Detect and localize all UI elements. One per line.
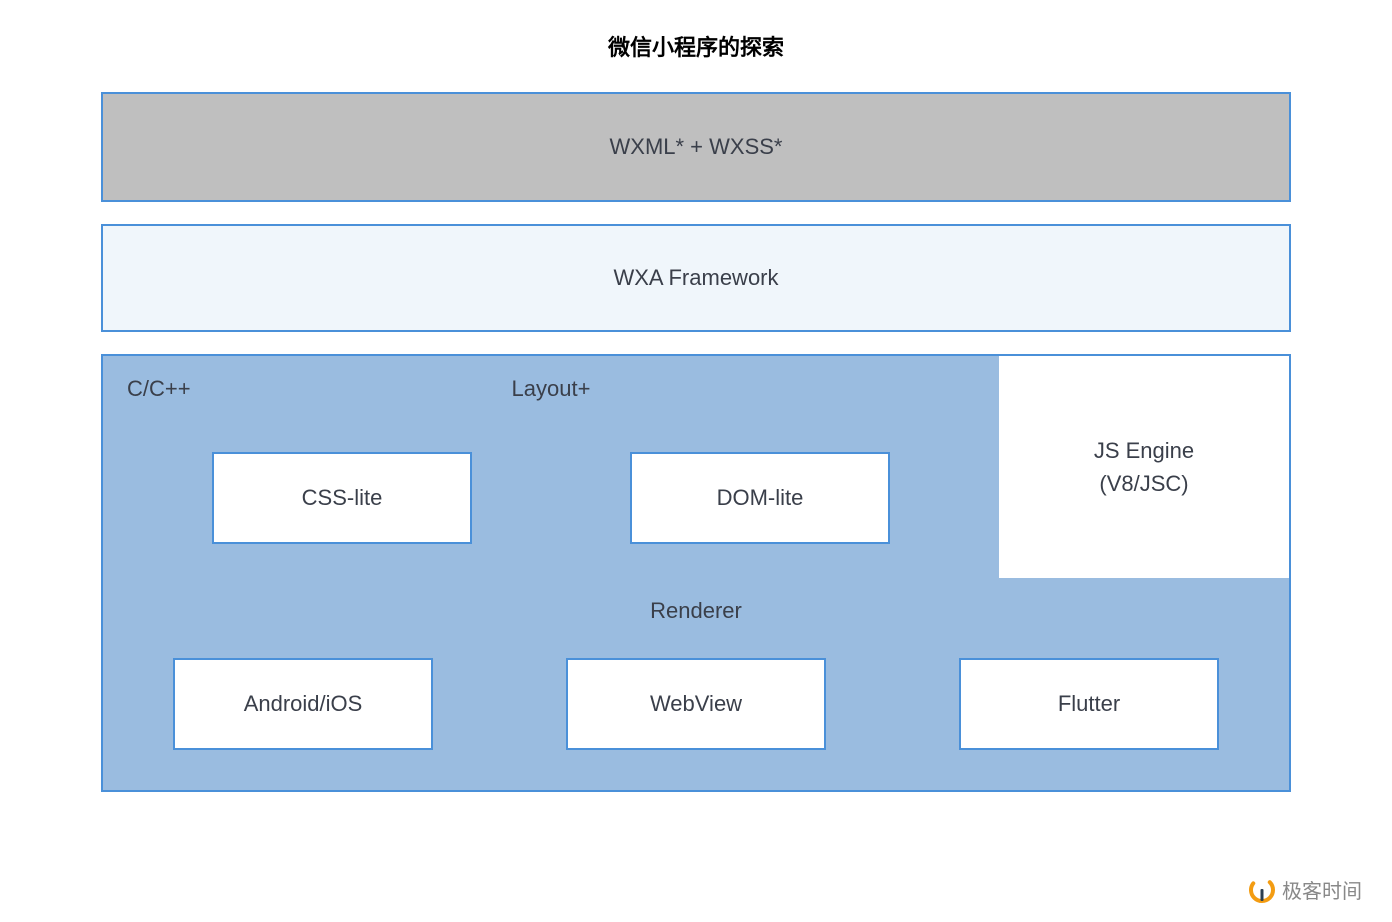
watermark: 极客时间 <box>1248 875 1362 904</box>
layer-wxa-framework: WXA Framework <box>101 224 1291 332</box>
box-css-lite-label: CSS-lite <box>302 485 383 511</box>
renderer-title: Renderer <box>163 598 1229 624</box>
box-android-ios-label: Android/iOS <box>244 691 363 717</box>
panel-renderer: Renderer Android/iOS WebView Flutter <box>103 578 1289 790</box>
layer-native-outer: C/C++ Layout+ CSS-lite DOM-lite JS Engin… <box>101 354 1291 792</box>
box-android-ios: Android/iOS <box>173 658 433 750</box>
box-webview: WebView <box>566 658 826 750</box>
diagram-container: 微信小程序的探索 WXML* + WXSS* WXA Framework C/C… <box>101 30 1291 792</box>
box-dom-lite: DOM-lite <box>630 452 890 544</box>
box-css-lite: CSS-lite <box>212 452 472 544</box>
layer-wxml-wxss-label: WXML* + WXSS* <box>610 134 783 160</box>
panel-js-engine: JS Engine (V8/JSC) <box>999 356 1289 578</box>
layout-plus-title: Layout+ <box>163 376 939 402</box>
js-engine-line1: JS Engine <box>1094 434 1194 467</box>
layer-wxa-framework-label: WXA Framework <box>613 265 778 291</box>
layer-layout-row: C/C++ Layout+ CSS-lite DOM-lite JS Engin… <box>103 356 1289 578</box>
renderer-inner-boxes: Android/iOS WebView Flutter <box>163 658 1229 750</box>
box-webview-label: WebView <box>650 691 742 717</box>
watermark-text: 极客时间 <box>1282 875 1362 904</box>
box-flutter: Flutter <box>959 658 1219 750</box>
box-flutter-label: Flutter <box>1058 691 1120 717</box>
layer-wxml-wxss: WXML* + WXSS* <box>101 92 1291 202</box>
diagram-title: 微信小程序的探索 <box>101 30 1291 62</box>
panel-layout-plus: C/C++ Layout+ CSS-lite DOM-lite <box>103 356 999 578</box>
geektime-logo-icon <box>1248 876 1276 904</box>
cpp-label: C/C++ <box>127 376 191 402</box>
js-engine-line2: (V8/JSC) <box>1099 467 1188 500</box>
layout-inner-boxes: CSS-lite DOM-lite <box>163 452 939 544</box>
box-dom-lite-label: DOM-lite <box>717 485 804 511</box>
